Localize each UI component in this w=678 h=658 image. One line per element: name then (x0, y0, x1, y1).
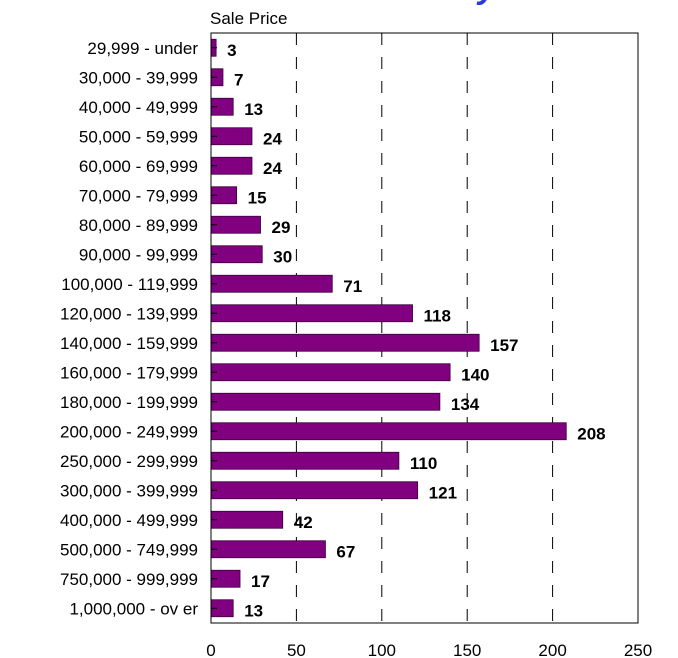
bar (210, 363, 451, 382)
category-label: 750,000 - 999,999 (60, 570, 198, 589)
value-label: 13 (244, 601, 263, 620)
category-label: 500,000 - 749,999 (60, 540, 198, 559)
axis-title: Sale Price (210, 9, 287, 28)
value-label: 208 (577, 424, 605, 443)
value-labels: 3713242415293071118157140134208110121426… (227, 41, 606, 621)
category-label: 100,000 - 119,999 (61, 275, 198, 294)
x-tick-label: 250 (624, 641, 652, 658)
value-label: 13 (244, 100, 263, 119)
category-label: 250,000 - 299,999 (60, 452, 198, 471)
value-label: 15 (248, 188, 267, 207)
value-label: 134 (451, 395, 480, 414)
value-label: 71 (343, 277, 362, 296)
bar (210, 451, 400, 470)
value-label: 110 (410, 454, 437, 473)
x-tick-label: 100 (368, 641, 396, 658)
value-label: 7 (234, 70, 243, 89)
bar (210, 392, 441, 411)
category-label: 29,999 - under (87, 39, 198, 58)
value-label: 24 (263, 129, 282, 148)
value-label: 118 (424, 306, 451, 325)
bar (210, 245, 263, 264)
category-label: 200,000 - 249,999 (60, 422, 198, 441)
value-label: 24 (263, 159, 282, 178)
category-label: 1,000,000 - ov er (69, 599, 198, 618)
bar (210, 422, 567, 441)
grid-lines (295, 33, 554, 623)
category-labels: 29,999 - under 30,000 - 39,999 40,000 - 49… (60, 39, 198, 619)
category-label: 90,000 - 99,999 (79, 245, 198, 264)
title-fragment: y (476, 0, 499, 6)
category-label: 70,000 - 79,999 (79, 186, 198, 205)
bar (210, 540, 326, 559)
bar (210, 127, 253, 146)
category-label: 40,000 - 49,999 (79, 98, 198, 117)
value-label: 17 (251, 572, 270, 591)
bar (210, 481, 419, 500)
category-label: 120,000 - 139,999 (60, 304, 198, 323)
bar (210, 304, 413, 323)
category-label: 50,000 - 59,999 (79, 127, 198, 146)
category-label: 60,000 - 69,999 (79, 157, 198, 176)
category-label: 140,000 - 159,999 (60, 334, 198, 353)
category-label: 180,000 - 199,999 (60, 393, 198, 412)
value-label: 140 (461, 365, 489, 384)
value-label: 157 (490, 336, 518, 355)
bar (210, 333, 480, 352)
category-label: 30,000 - 39,999 (79, 68, 198, 87)
plot-frame (210, 32, 639, 624)
bar (210, 156, 253, 175)
value-label: 121 (429, 483, 457, 502)
bars (210, 38, 567, 618)
value-label: 29 (272, 218, 291, 237)
value-label: 42 (294, 513, 313, 532)
category-label: 80,000 - 89,999 (79, 216, 198, 235)
value-label: 67 (336, 542, 355, 561)
category-label: 300,000 - 399,999 (60, 481, 198, 500)
value-label: 30 (273, 247, 292, 266)
bar (210, 215, 261, 234)
bar (210, 510, 284, 529)
x-tick-labels: 0 50 100 150 200 250 (206, 641, 652, 658)
bar (210, 274, 333, 293)
category-label: 160,000 - 179,999 (60, 363, 198, 382)
x-tick-label: 150 (453, 641, 481, 658)
x-tick-label: 50 (287, 641, 306, 658)
x-tick-label: 0 (206, 641, 215, 658)
category-label: 400,000 - 499,999 (60, 511, 198, 530)
value-label: 3 (227, 41, 236, 60)
x-tick-label: 200 (538, 641, 566, 658)
